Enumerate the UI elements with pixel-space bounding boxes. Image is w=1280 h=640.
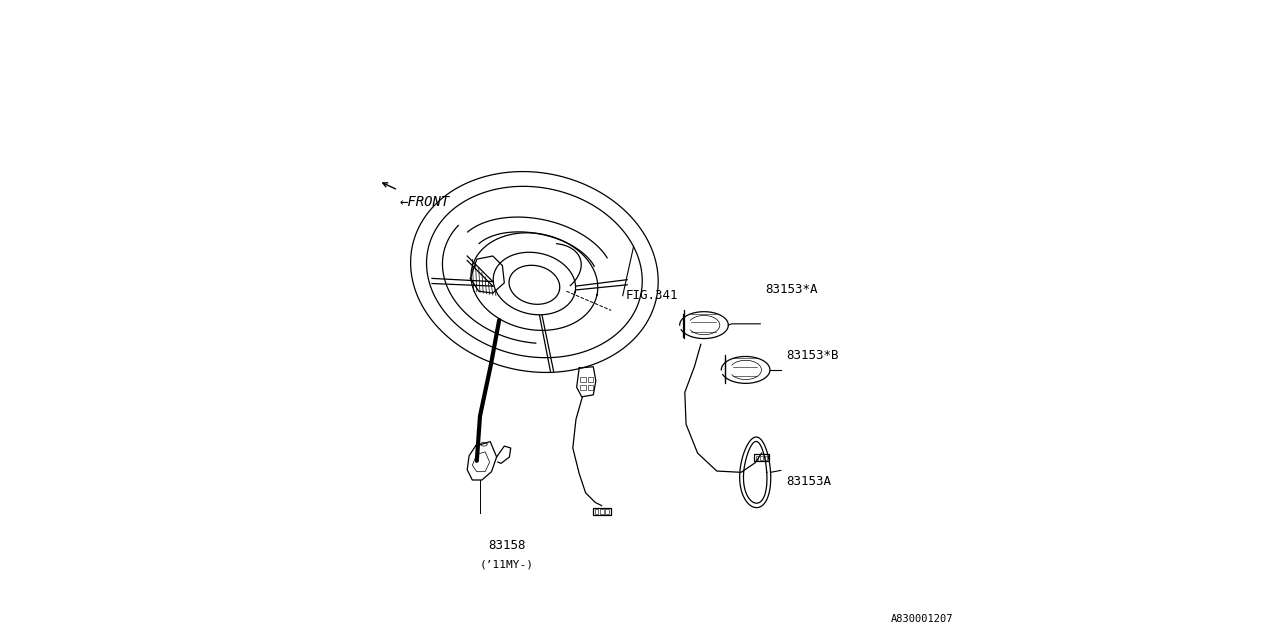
Text: 83153*B: 83153*B xyxy=(786,349,838,362)
Text: 83153A: 83153A xyxy=(786,475,831,488)
Text: 83153*A: 83153*A xyxy=(765,283,818,296)
Bar xyxy=(760,456,763,460)
Bar xyxy=(600,509,604,514)
Text: (’11MY-): (’11MY-) xyxy=(480,559,534,570)
Bar xyxy=(765,456,767,460)
Bar xyxy=(595,509,599,514)
Text: FIG.341: FIG.341 xyxy=(626,289,678,302)
Bar xyxy=(581,385,586,390)
Text: 83158: 83158 xyxy=(488,539,526,552)
Bar xyxy=(605,509,609,514)
Bar xyxy=(755,456,758,460)
Bar xyxy=(594,508,612,515)
Bar xyxy=(589,385,594,390)
Text: A830001207: A830001207 xyxy=(891,614,954,624)
Bar xyxy=(589,377,594,382)
Bar xyxy=(581,377,586,382)
Bar xyxy=(754,454,769,461)
Text: ←FRONT: ←FRONT xyxy=(399,195,451,209)
